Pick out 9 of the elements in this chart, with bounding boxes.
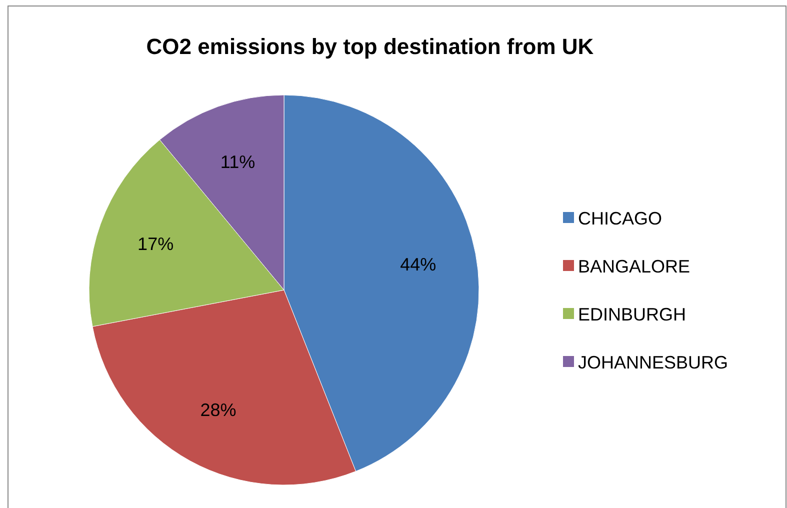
legend-label: EDINBURGH	[578, 304, 686, 324]
data-label: 17%	[138, 234, 174, 254]
data-label: 44%	[400, 254, 436, 275]
legend-label: CHICAGO	[578, 208, 662, 228]
legend-label: BANGALORE	[578, 256, 690, 276]
data-label: 11%	[220, 152, 256, 172]
legend-label: JOHANNESBURG	[578, 352, 728, 372]
data-label: 28%	[200, 400, 236, 420]
chart-title: CO2 emissions by top destination from UK	[146, 34, 594, 59]
